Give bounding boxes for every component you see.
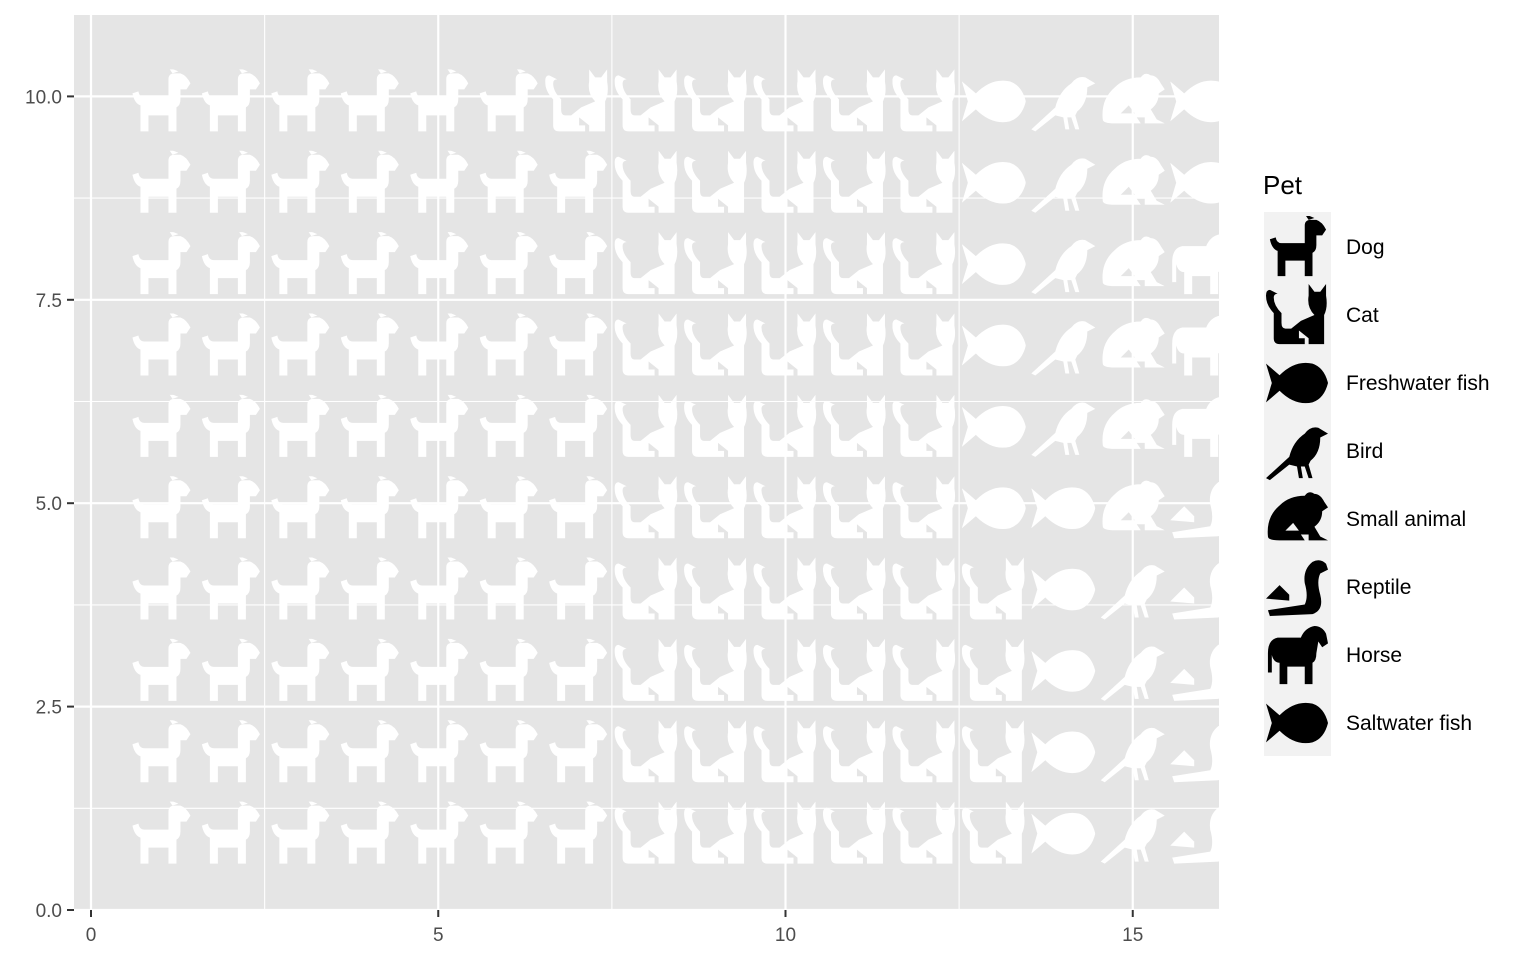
legend-item-horse: Horse bbox=[1267, 625, 1402, 685]
y-tick-label: 0.0 bbox=[36, 901, 62, 922]
x-tick-label: 15 bbox=[1122, 925, 1143, 946]
x-axis: 0 5 10 15 bbox=[86, 910, 1143, 946]
legend: Pet Dog Cat Freshwater fish Bird Small anima… bbox=[1263, 170, 1490, 756]
x-tick-label: 10 bbox=[775, 925, 796, 946]
legend-label: Saltwater fish bbox=[1346, 712, 1472, 735]
legend-label: Reptile bbox=[1346, 576, 1411, 599]
y-tick-label: 5.0 bbox=[36, 494, 62, 515]
legend-item-dog: Dog bbox=[1269, 216, 1385, 277]
legend-item-freshwater-fish: Freshwater fish bbox=[1266, 362, 1490, 404]
y-tick-label: 10.0 bbox=[25, 87, 62, 108]
legend-label: Horse bbox=[1346, 644, 1402, 667]
legend-item-small-animal: Small animal bbox=[1267, 492, 1466, 541]
legend-title: Pet bbox=[1263, 170, 1303, 200]
legend-label: Freshwater fish bbox=[1346, 372, 1490, 395]
y-tick-label: 7.5 bbox=[36, 291, 62, 312]
grid-minor bbox=[74, 15, 1219, 910]
legend-item-reptile: Reptile bbox=[1266, 560, 1411, 617]
y-axis: 0.0 2.5 5.0 7.5 10.0 bbox=[25, 87, 74, 922]
legend-label: Bird bbox=[1346, 440, 1383, 463]
legend-label: Dog bbox=[1346, 236, 1385, 259]
legend-item-cat: Cat bbox=[1266, 284, 1379, 345]
legend-item-saltwater-fish: Saltwater fish bbox=[1266, 702, 1472, 744]
legend-item-bird: Bird bbox=[1266, 427, 1383, 481]
x-tick-label: 0 bbox=[86, 925, 97, 946]
x-tick-label: 5 bbox=[433, 925, 444, 946]
legend-label: Small animal bbox=[1346, 508, 1466, 531]
y-tick-label: 2.5 bbox=[36, 698, 62, 719]
legend-label: Cat bbox=[1346, 304, 1379, 327]
